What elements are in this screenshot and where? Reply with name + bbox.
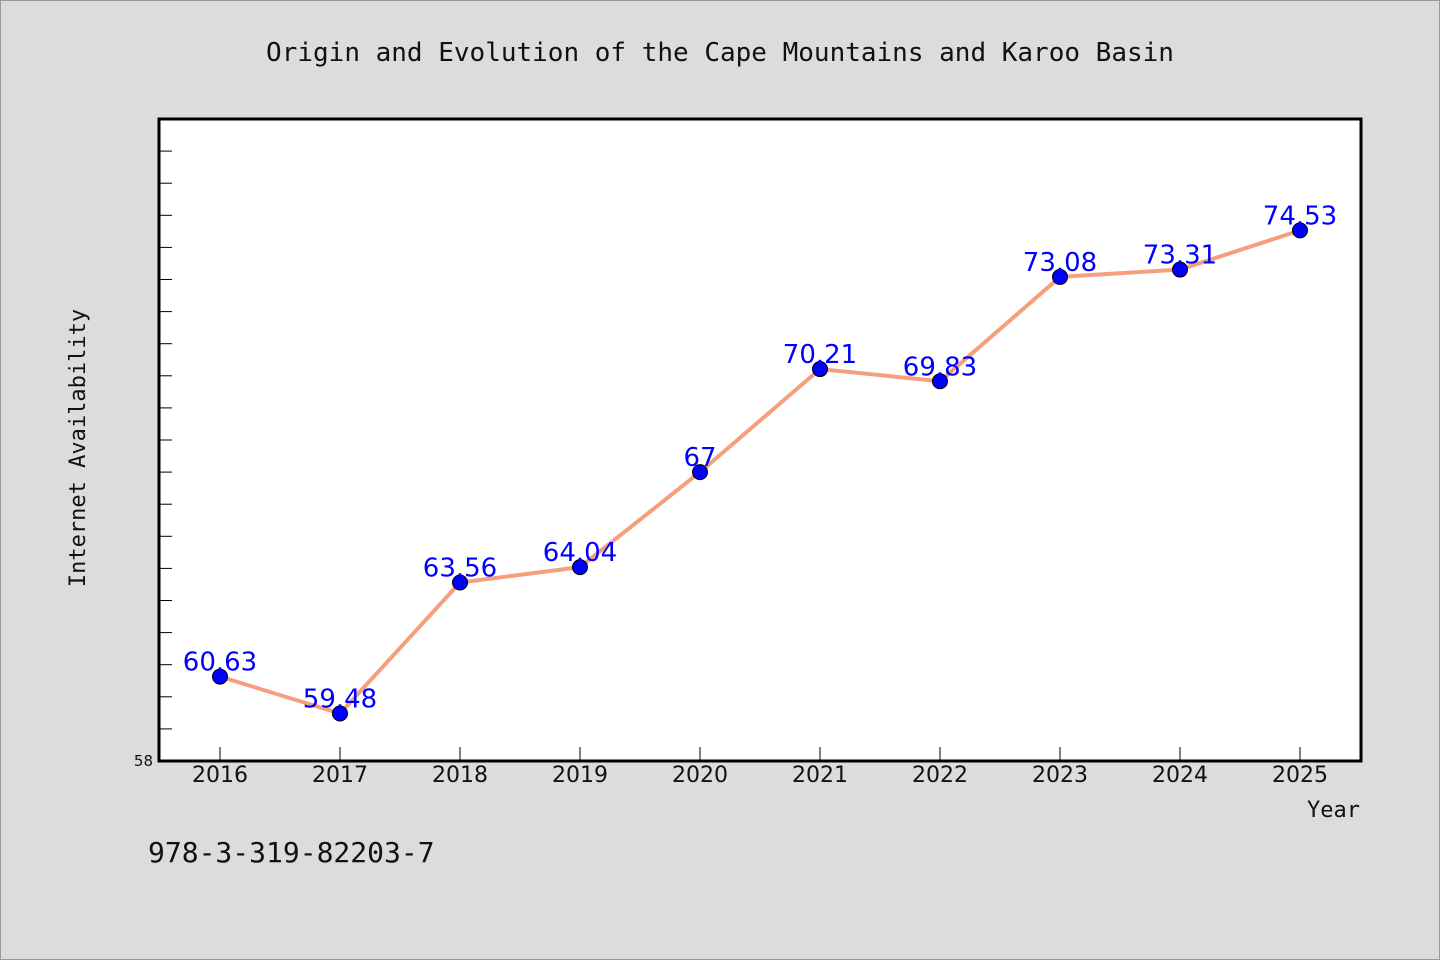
x-tick-label-2018: 2018 (432, 763, 488, 788)
x-tick-label-2025: 2025 (1272, 763, 1328, 788)
series-layer: 60.63 59.48 63.56 64.04 67 70.21 69.83 73.08 73.… (183, 201, 1337, 722)
data-point-2019 (572, 559, 588, 576)
data-label-2021: 70.21 (783, 340, 857, 370)
data-point-2025 (1292, 222, 1308, 239)
data-point-2022 (932, 373, 948, 390)
x-tick-label-2017: 2017 (312, 763, 368, 788)
data-point-2018 (452, 574, 468, 591)
data-point-2016 (212, 668, 228, 685)
data-point-2017 (332, 705, 348, 722)
y-axis-ticks (158, 150, 172, 730)
x-axis-label: Year (1307, 798, 1360, 823)
series-line-0 (218, 228, 1302, 716)
data-point-2023 (1052, 268, 1068, 285)
data-label-2016: 60.63 (183, 648, 257, 678)
data-label-2025: 74.53 (1263, 201, 1337, 231)
data-label-2020: 67 (683, 443, 716, 473)
data-label-2017: 59.48 (303, 684, 377, 714)
footnote-isbn: 978-3-319-82203-7 (148, 836, 435, 869)
y-tick-label-min: 58 (134, 752, 153, 770)
data-point-2020 (692, 464, 708, 481)
chart-title: Origin and Evolution of the Cape Mountai… (266, 38, 1174, 68)
plot-area (157, 117, 1363, 763)
data-label-2023: 73.08 (1023, 248, 1097, 278)
x-tick-label-2022: 2022 (912, 763, 968, 788)
y-axis-label: Internet Availability (66, 309, 91, 587)
data-point-2021 (812, 361, 828, 378)
data-label-2024: 73.31 (1143, 241, 1217, 271)
x-tick-label-2024: 2024 (1152, 763, 1208, 788)
data-label-2022: 69.83 (903, 352, 977, 382)
data-label-2018: 63.56 (423, 554, 497, 584)
x-tick-label-2023: 2023 (1032, 763, 1088, 788)
data-label-2019: 64.04 (543, 538, 617, 568)
x-tick-label-2021: 2021 (792, 763, 848, 788)
data-point-2024 (1172, 261, 1188, 278)
x-tick-label-2016: 2016 (192, 763, 248, 788)
x-tick-label-2020: 2020 (672, 763, 728, 788)
x-axis-ticks: 2016 2017 2018 2019 2020 2021 2022 2023 2024 2025 (192, 747, 1328, 788)
x-tick-label-2019: 2019 (552, 763, 608, 788)
